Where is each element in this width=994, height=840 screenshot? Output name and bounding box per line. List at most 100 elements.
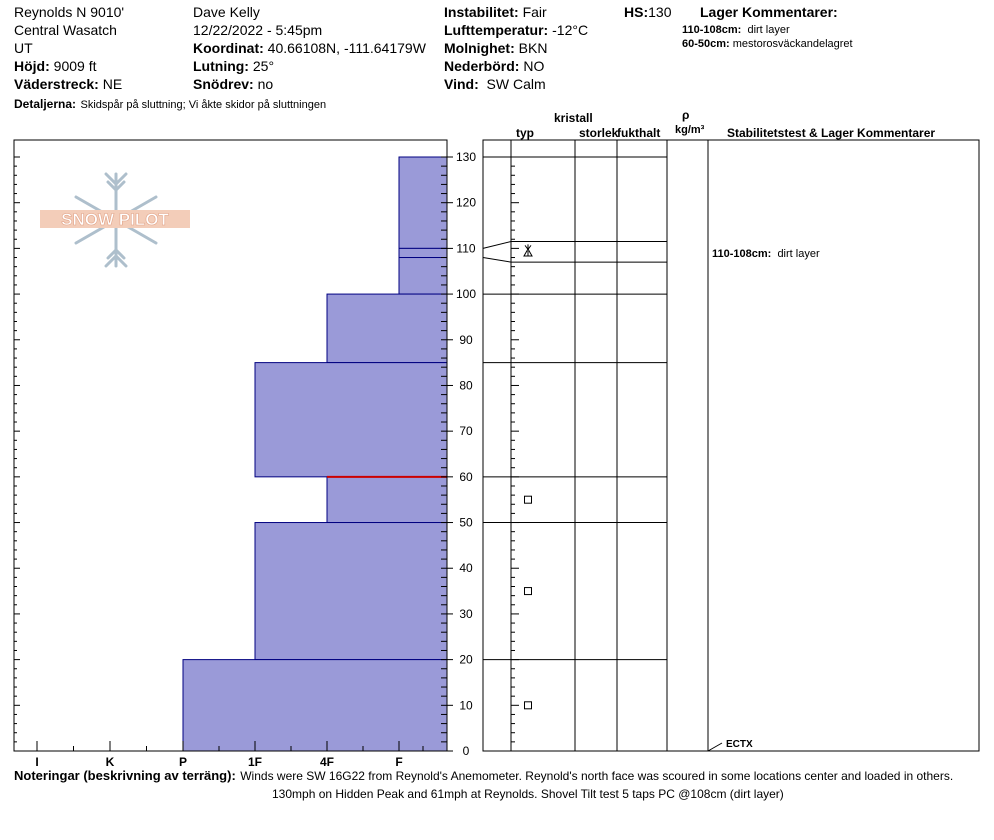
- wind-value: SW Calm: [486, 76, 546, 92]
- col-crystal: kristall: [554, 111, 593, 125]
- aspect-value: NE: [102, 76, 123, 92]
- col-stability: Stabilitetstest & Lager Kommentarer: [727, 126, 936, 140]
- hardness-bar: [254, 522, 448, 661]
- y-tick-label: 30: [459, 607, 473, 621]
- slope: Lutning: 25°: [193, 58, 274, 74]
- datetime: 12/22/2022 - 5:45pm: [193, 22, 323, 38]
- faceted-grain-icon: [524, 495, 532, 504]
- hardness-frame: [13, 139, 448, 752]
- y-tick-label: 100: [456, 287, 476, 301]
- annotation-text: dirt layer: [771, 248, 820, 260]
- layer-comment-range: 60-50cm:: [682, 38, 730, 50]
- layer-comment-annotation: 110-108cm: dirt layer: [712, 248, 820, 260]
- sky: Molnighet: BKN: [444, 40, 547, 56]
- details-label: Detaljerna:: [14, 97, 77, 111]
- layer-comment-range: 110-108cm:: [682, 24, 742, 36]
- layer-comment-text: mestorosväckandelagret: [732, 38, 853, 50]
- wind-label: Vind:: [444, 76, 479, 92]
- aspect-label: Väderstreck:: [14, 76, 99, 92]
- elevation-value: 9009 ft: [53, 58, 97, 74]
- layer-comment: 110-108cm: dirt layer: [682, 24, 790, 36]
- notes-line2: 130mph on Hidden Peak and 61mph at Reyno…: [272, 787, 784, 801]
- faceted-grain-icon: [524, 701, 532, 710]
- col-size: storlek: [579, 126, 619, 140]
- wind-loading-value: no: [257, 76, 274, 92]
- y-tick-label: 40: [459, 561, 473, 575]
- aspect: Väderstreck: NE: [14, 76, 122, 92]
- y-tick-label: 110: [456, 241, 475, 255]
- range: Central Wasatch: [14, 22, 117, 38]
- snow-height: HS:130: [624, 4, 671, 20]
- notes-line1: Winds were SW 16G22 from Reynold's Anemo…: [240, 769, 954, 783]
- elevation: Höjd: 9009 ft: [14, 58, 96, 74]
- hardness-bar: [182, 659, 448, 752]
- layer-connector: [482, 257, 512, 263]
- col-type: typ: [516, 126, 534, 140]
- airtemp-value: -12°C: [552, 22, 589, 38]
- hardness-bar: [398, 156, 448, 249]
- details-value: Skidspår på sluttning; Vi åkte skidor på…: [80, 99, 327, 111]
- hardness-bar: [398, 257, 448, 295]
- snowflake-icon: SNOW PILOT: [40, 172, 190, 268]
- coords-label: Koordinat:: [193, 40, 264, 56]
- y-tick-label: 90: [459, 333, 473, 347]
- air-temp: Lufttemperatur: -12°C: [444, 22, 588, 38]
- layer-connector: [482, 241, 512, 249]
- hardness-bar: [398, 247, 448, 259]
- y-tick-label: 50: [459, 516, 473, 530]
- col-moisture: fukthalt: [617, 126, 661, 140]
- layer-comments-title: Lager Kommentarer:: [700, 4, 838, 20]
- layer-comment-text: dirt layer: [747, 24, 790, 36]
- coordinates: Koordinat: 40.66108N, -111.64179W: [193, 40, 426, 56]
- wind: Vind: SW Calm: [444, 76, 546, 92]
- y-tick-label: 130: [456, 150, 476, 164]
- slope-value: 25°: [252, 58, 275, 74]
- stability-value: Fair: [522, 4, 547, 20]
- hs-label: HS:: [624, 4, 649, 20]
- stability-test-label: ECTX: [726, 739, 753, 750]
- y-tick-label: 80: [459, 378, 473, 392]
- y-tick-label: 60: [459, 470, 473, 484]
- crystal-frame: [482, 139, 980, 752]
- logo-text: SNOW PILOT: [61, 210, 169, 229]
- coords-value: 40.66108N, -111.64179W: [267, 40, 426, 56]
- annotation-range: 110-108cm:: [712, 248, 771, 260]
- wind-loading: Snödrev: no: [193, 76, 273, 92]
- precipitation: Nederbörd: NO: [444, 58, 544, 74]
- y-tick-label: 120: [456, 196, 476, 210]
- y-tick-label: 0: [463, 744, 470, 758]
- sky-label: Molnighet:: [444, 40, 515, 56]
- slope-label: Lutning:: [193, 58, 249, 74]
- snowpilot-logo: SNOW PILOT: [36, 170, 196, 270]
- y-tick-label: 10: [459, 698, 473, 712]
- x-tick-label: I: [35, 755, 38, 769]
- observer: Dave Kelly: [193, 4, 260, 20]
- x-tick-label: 1F: [248, 755, 262, 769]
- precip-value: NO: [523, 58, 545, 74]
- x-tick-label: K: [106, 755, 115, 769]
- y-tick-label: 70: [459, 424, 473, 438]
- elevation-label: Höjd:: [14, 58, 50, 74]
- state: UT: [14, 40, 33, 56]
- hardness-bar: [326, 293, 448, 364]
- wind-loading-label: Snödrev:: [193, 76, 254, 92]
- hardness-bar: [254, 362, 448, 478]
- hs-value: 130: [648, 4, 672, 20]
- col-density-unit: kg/m³: [675, 124, 705, 136]
- precip-label: Nederbörd:: [444, 58, 520, 74]
- faceted-grain-icon: [524, 587, 532, 596]
- sky-value: BKN: [518, 40, 548, 56]
- stability-label: Instabilitet:: [444, 4, 519, 20]
- details: Detaljerna: Skidspår på sluttning; Vi åk…: [14, 95, 326, 113]
- layer-comment: 60-50cm: mestorosväckandelagret: [682, 38, 853, 50]
- col-density-symbol: ρ: [682, 108, 690, 122]
- location: Reynolds N 9010': [14, 4, 125, 20]
- stability: Instabilitet: Fair: [444, 4, 547, 20]
- airtemp-label: Lufttemperatur:: [444, 22, 549, 38]
- hardness-bar: [326, 476, 448, 524]
- stability-test-pointer: [707, 742, 723, 752]
- y-tick-label: 20: [459, 653, 473, 667]
- x-tick-label: F: [395, 755, 402, 769]
- notes: Noteringar (beskrivning av terräng): Win…: [14, 767, 953, 785]
